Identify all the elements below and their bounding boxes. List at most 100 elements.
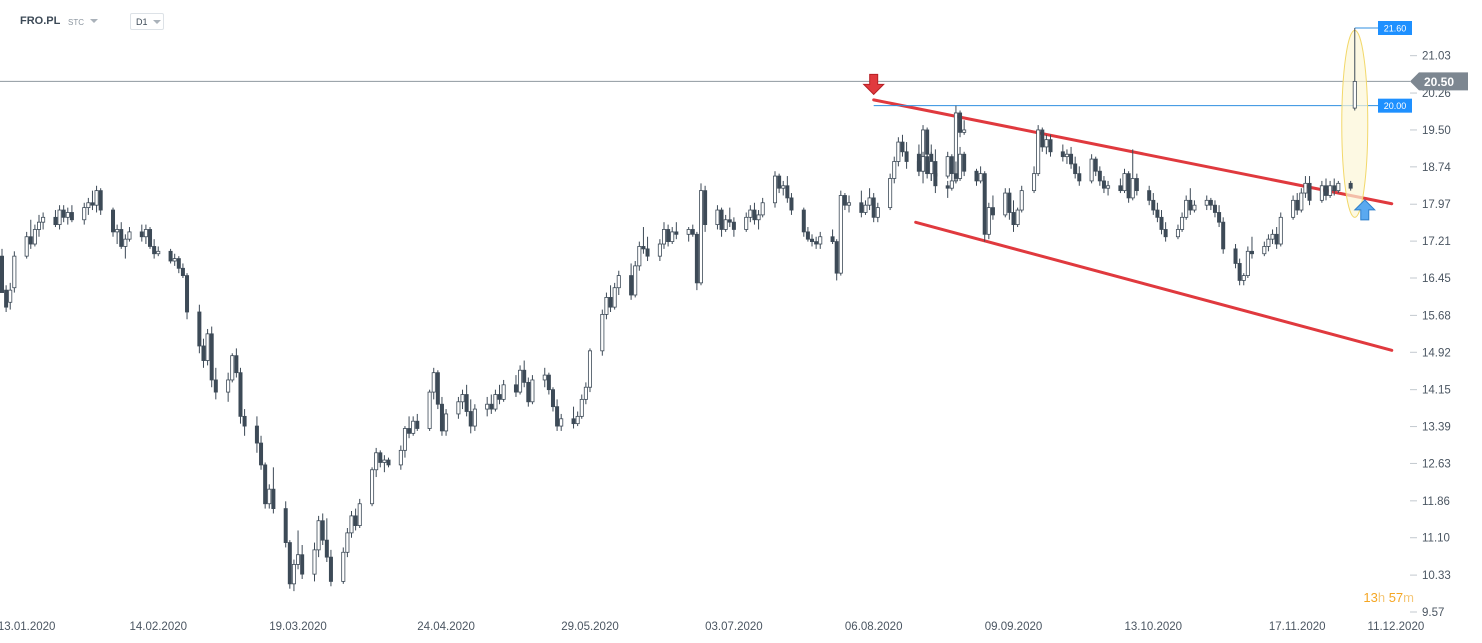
candle [1233, 244, 1238, 269]
candle-body [863, 204, 868, 213]
candle-body [982, 173, 987, 235]
candle [238, 367, 243, 424]
candle-body [518, 369, 523, 393]
candle [690, 224, 695, 237]
timeframe-select[interactable]: D1 [130, 13, 164, 30]
candle [904, 142, 909, 169]
candle [579, 394, 584, 419]
candle [497, 384, 502, 405]
candle-body [180, 267, 185, 276]
candle [115, 224, 120, 245]
candle [645, 236, 650, 262]
candle-body [526, 381, 531, 403]
symbol-label[interactable]: FRO.PL [20, 15, 61, 27]
candle [518, 365, 523, 395]
candle [1192, 200, 1197, 213]
candle-body [958, 153, 963, 179]
candle-body [263, 464, 268, 505]
y-tick-label: 19.50 [1422, 125, 1451, 137]
candle-body [1159, 216, 1164, 230]
x-tick-label: 09.09.2020 [985, 621, 1043, 633]
candle [111, 207, 116, 237]
candle-body [978, 173, 983, 182]
candle-body [94, 190, 99, 206]
candle-body [28, 236, 33, 245]
y-tick-label: 14.92 [1422, 347, 1451, 359]
candle [1212, 200, 1217, 218]
candle-body [312, 549, 317, 575]
x-tick-label: 11.12.2020 [1368, 621, 1425, 633]
candle [4, 285, 9, 312]
candle [205, 328, 210, 366]
candle [805, 227, 810, 242]
candle [53, 210, 58, 228]
candle [0, 248, 4, 293]
candle [37, 214, 42, 237]
candle [949, 176, 954, 191]
y-tick-label: 17.21 [1422, 236, 1451, 248]
candle-body [168, 250, 173, 262]
candle-body [415, 420, 420, 429]
candle-body [53, 216, 58, 226]
y-tick-label: 16.45 [1422, 273, 1451, 285]
candle-body [4, 289, 9, 308]
candle [526, 377, 531, 407]
candle [65, 207, 70, 225]
candle [427, 389, 432, 431]
candle [945, 151, 950, 179]
current-price-tag [1410, 72, 1468, 91]
candle [1274, 227, 1279, 249]
candle-body [1319, 185, 1324, 201]
candle [748, 205, 753, 223]
candle-body [345, 532, 350, 553]
candle [312, 542, 317, 582]
candle [587, 348, 592, 393]
candle [1245, 246, 1250, 279]
level-tag-label: 20.00 [1384, 101, 1407, 111]
candle-body [925, 156, 930, 175]
candle [1295, 193, 1300, 215]
candle [949, 154, 954, 177]
candle-body [900, 141, 905, 153]
candle-body [172, 258, 177, 262]
y-tick-label: 17.97 [1422, 199, 1451, 211]
x-tick-label: 17.11.2020 [1269, 621, 1326, 633]
candle-body [888, 178, 893, 209]
candle-timer: 13h 57m [1363, 590, 1414, 605]
candle [468, 399, 473, 434]
candle [530, 375, 535, 405]
symbol-dropdown-icon[interactable] [90, 19, 98, 23]
candle-body [559, 418, 564, 427]
candle-body [267, 488, 272, 505]
candle [209, 326, 214, 388]
candle-body [834, 241, 839, 274]
candle [411, 416, 416, 436]
candle-body [1015, 209, 1020, 226]
candle-body [657, 243, 662, 257]
candle [801, 207, 806, 237]
candle-body [1036, 129, 1041, 175]
candle-body [411, 420, 416, 434]
y-tick-label: 15.68 [1422, 310, 1451, 322]
candle [460, 389, 465, 410]
candle-body [1163, 229, 1168, 238]
candle [842, 193, 847, 211]
candle [1323, 178, 1328, 201]
candle [378, 450, 383, 468]
candle [1348, 180, 1353, 191]
y-axis: 21.03 20.26 19.50 18.74 17.97 17.21 16.45 15.68… [1410, 51, 1451, 619]
candle-body [386, 459, 391, 466]
candle-body [1270, 233, 1275, 240]
candle-body [859, 202, 864, 213]
candle-body [341, 551, 346, 582]
candle-body [694, 233, 699, 284]
candle-body [156, 250, 161, 255]
candle-body [587, 350, 592, 388]
candle-body [234, 355, 239, 374]
candle-body [686, 229, 691, 235]
candle [773, 171, 778, 208]
candle [230, 353, 235, 383]
candle [542, 367, 547, 388]
candle-body [316, 520, 321, 551]
